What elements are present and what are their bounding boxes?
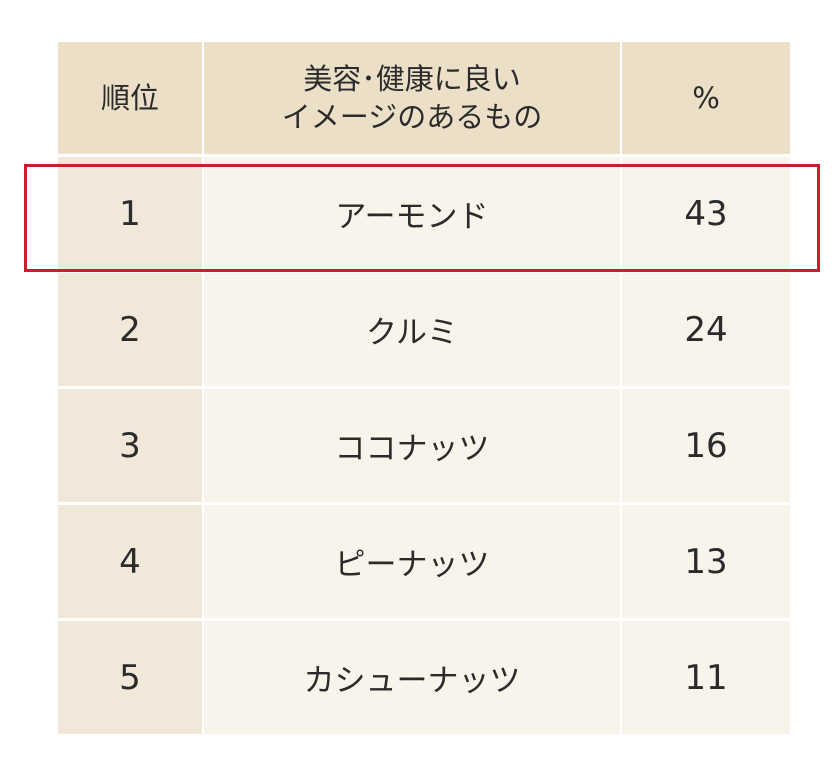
header-percent-label: % xyxy=(692,81,720,115)
row-5-rank-value: 5 xyxy=(119,657,141,698)
header-item: 美容･健康に良い イメージのあるもの xyxy=(204,42,620,154)
row-2-item-label: クルミ xyxy=(365,315,459,351)
row-3-percent: 16 xyxy=(622,389,790,502)
row-1-rank: 1 xyxy=(58,157,202,270)
row-1-item-label: アーモンド xyxy=(335,199,489,235)
row-2-item: クルミ xyxy=(204,273,620,386)
row-4-item-label: ピーナッツ xyxy=(334,547,490,583)
row-1-item: アーモンド xyxy=(204,157,620,270)
row-2-rank: 2 xyxy=(58,273,202,386)
row-3-item: ココナッツ xyxy=(204,389,620,502)
row-4-item: ピーナッツ xyxy=(204,505,620,618)
header-rank: 順位 xyxy=(58,42,202,154)
header-percent: % xyxy=(622,42,790,154)
row-4-percent: 13 xyxy=(622,505,790,618)
row-5-percent-value: 11 xyxy=(684,657,728,698)
row-3-rank-value: 3 xyxy=(119,425,141,466)
row-2-percent: 24 xyxy=(622,273,790,386)
ranking-table: 順位 美容･健康に良い イメージのあるもの % 1 アーモンド 43 2 クルミ… xyxy=(58,42,790,734)
row-3-item-label: ココナッツ xyxy=(334,431,490,467)
row-1-percent-value: 43 xyxy=(684,193,728,234)
header-rank-label: 順位 xyxy=(100,81,159,115)
row-5-rank: 5 xyxy=(58,621,202,734)
row-5-item-label: カシューナッツ xyxy=(303,663,521,699)
row-1-rank-value: 1 xyxy=(119,193,141,234)
header-item-label: 美容･健康に良い イメージのあるもの xyxy=(281,62,543,134)
row-2-rank-value: 2 xyxy=(119,309,141,350)
row-5-percent: 11 xyxy=(622,621,790,734)
row-3-rank: 3 xyxy=(58,389,202,502)
row-5-item: カシューナッツ xyxy=(204,621,620,734)
row-4-rank: 4 xyxy=(58,505,202,618)
row-2-percent-value: 24 xyxy=(684,309,728,350)
row-4-percent-value: 13 xyxy=(684,541,728,582)
row-1-percent: 43 xyxy=(622,157,790,270)
row-3-percent-value: 16 xyxy=(684,425,728,466)
row-4-rank-value: 4 xyxy=(119,541,141,582)
